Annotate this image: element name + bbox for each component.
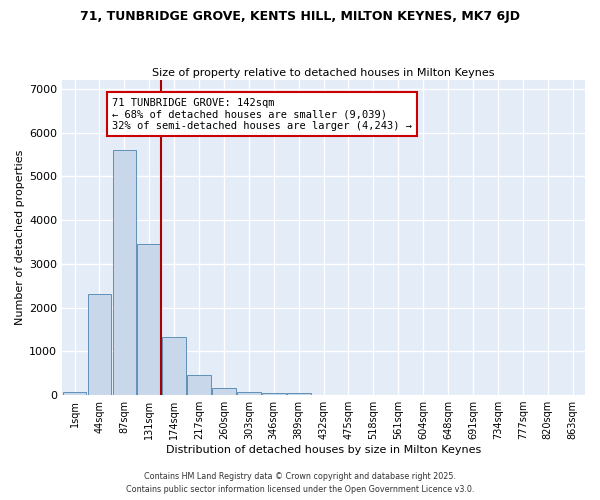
Bar xyxy=(237,392,261,395)
Bar xyxy=(262,393,286,395)
Bar xyxy=(88,294,112,395)
Bar xyxy=(113,150,136,395)
Title: Size of property relative to detached houses in Milton Keynes: Size of property relative to detached ho… xyxy=(152,68,495,78)
Y-axis label: Number of detached properties: Number of detached properties xyxy=(15,150,25,326)
Bar xyxy=(163,338,186,395)
Text: 71, TUNBRIDGE GROVE, KENTS HILL, MILTON KEYNES, MK7 6JD: 71, TUNBRIDGE GROVE, KENTS HILL, MILTON … xyxy=(80,10,520,23)
Bar xyxy=(63,392,86,395)
X-axis label: Distribution of detached houses by size in Milton Keynes: Distribution of detached houses by size … xyxy=(166,445,481,455)
Text: Contains HM Land Registry data © Crown copyright and database right 2025.
Contai: Contains HM Land Registry data © Crown c… xyxy=(126,472,474,494)
Bar xyxy=(287,393,311,395)
Bar xyxy=(187,375,211,395)
Bar xyxy=(137,244,161,395)
Text: 71 TUNBRIDGE GROVE: 142sqm
← 68% of detached houses are smaller (9,039)
32% of s: 71 TUNBRIDGE GROVE: 142sqm ← 68% of deta… xyxy=(112,98,412,131)
Bar xyxy=(212,388,236,395)
